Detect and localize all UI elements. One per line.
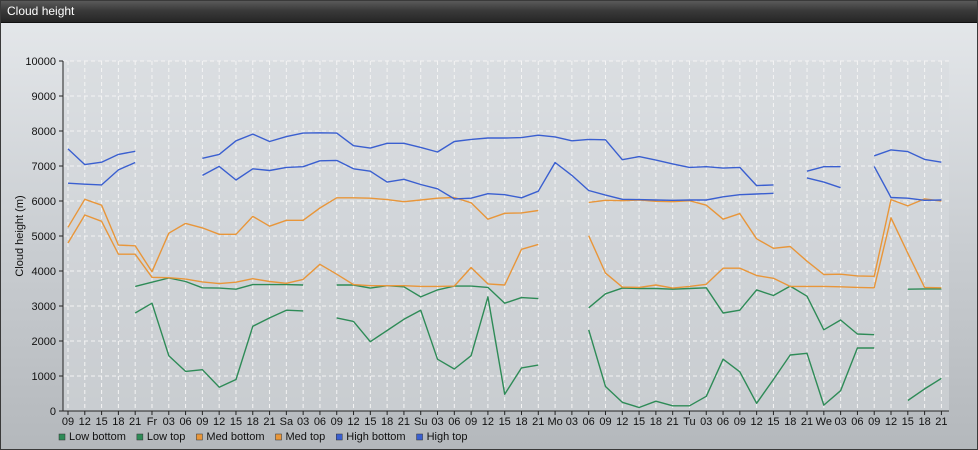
x-tick-label: 15 (767, 416, 779, 428)
y-tick-label: 8000 (32, 126, 56, 138)
series-line-3 (588, 217, 942, 289)
x-tick-label: 06 (179, 416, 191, 428)
x-tick-label: 03 (431, 416, 443, 428)
x-tick-label: 15 (95, 416, 107, 428)
x-tick-label: 03 (566, 416, 578, 428)
series-line-1 (588, 329, 875, 409)
y-tick-label: 10000 (25, 56, 56, 68)
series-line-6 (873, 149, 942, 163)
y-tick-label: 7000 (32, 161, 56, 173)
series-line-2 (588, 285, 875, 336)
x-tick-label: 03 (163, 416, 175, 428)
x-tick-label: 15 (902, 416, 914, 428)
legend-swatch (275, 433, 282, 441)
x-tick-label: 09 (331, 416, 343, 428)
x-tick-label: 12 (751, 416, 763, 428)
x-tick-label: 06 (448, 416, 460, 428)
legend-label: Med bottom (206, 431, 264, 443)
window-title: Cloud height (7, 4, 75, 18)
x-tick-label: 12 (482, 416, 494, 428)
x-tick-label: 21 (398, 416, 410, 428)
y-tick-label: 9000 (32, 91, 56, 103)
x-tick-label: 03 (700, 416, 712, 428)
legend-swatch (136, 433, 144, 441)
series-line-1 (336, 296, 539, 395)
x-tick-label: 18 (650, 416, 662, 428)
series-line-6 (67, 148, 136, 166)
x-tick-label: 18 (918, 416, 930, 428)
series-line-6 (202, 132, 774, 187)
x-tick-label: 18 (112, 416, 124, 428)
series-line-5 (67, 161, 136, 186)
x-tick-label: 06 (851, 416, 863, 428)
x-tick-label: 15 (364, 416, 376, 428)
cloud-height-chart: 0 1000 2000 3000 4000 5000 6000 7000 8000 9000 100… (14, 56, 949, 443)
series-line-5 (873, 166, 942, 202)
x-tick-label: 09 (196, 416, 208, 428)
series-line-2 (336, 284, 539, 304)
x-tick-label: Sa (280, 416, 294, 428)
x-tick-label: 18 (784, 416, 796, 428)
legend-swatch (416, 433, 423, 441)
x-tick-label: 21 (129, 416, 141, 428)
title-bar: Cloud height (1, 1, 977, 23)
x-tick-label: 06 (314, 416, 326, 428)
series-line-4 (588, 198, 942, 278)
x-tick-label: Tu (683, 416, 695, 428)
x-tick-label: 21 (935, 416, 947, 428)
x-tick-label: 18 (381, 416, 393, 428)
x-tick-label: 21 (532, 416, 544, 428)
series-line-1 (134, 302, 304, 388)
y-axis-title: Cloud height (m) (14, 195, 26, 276)
x-tick-label: 12 (213, 416, 225, 428)
legend-label: High top (427, 431, 468, 443)
legend-label: Low bottom (69, 431, 126, 443)
y-tick-label: 6000 (32, 196, 56, 208)
series-line-5 (202, 159, 774, 202)
x-tick-label: 12 (616, 416, 628, 428)
y-tick-label: 0 (50, 406, 56, 418)
x-tick-label: 21 (667, 416, 679, 428)
y-tick-label: 3000 (32, 301, 56, 313)
y-tick-label: 2000 (32, 336, 56, 348)
x-tick-label: 15 (499, 416, 511, 428)
series-line-2 (135, 277, 304, 290)
y-tick-label: 5000 (32, 231, 56, 243)
legend-label: High bottom (346, 431, 405, 443)
x-tick-label: We (816, 416, 832, 428)
x-tick-label: 09 (868, 416, 880, 428)
x-tick-label: 06 (717, 416, 729, 428)
x-tick-label: 06 (583, 416, 595, 428)
x-tick-label: 12 (885, 416, 897, 428)
series-line-5 (806, 177, 841, 189)
x-tick-label: 18 (247, 416, 259, 428)
legend-swatch (58, 433, 66, 441)
x-tick-label: 03 (297, 416, 309, 428)
x-tick-label: 09 (62, 416, 74, 428)
x-tick-label: Fr (147, 416, 158, 428)
x-tick-label: Mo (547, 416, 562, 428)
series-line-6 (806, 165, 841, 172)
y-tick-label: 1000 (32, 371, 56, 383)
x-tick-label: 18 (515, 416, 527, 428)
x-tick-label: 09 (465, 416, 477, 428)
legend-swatch (336, 433, 343, 441)
x-tick-label: 21 (263, 416, 275, 428)
x-tick-label: 09 (734, 416, 746, 428)
x-tick-label: 12 (347, 416, 359, 428)
legend-label: Low top (147, 431, 186, 443)
x-tick-label: 12 (79, 416, 91, 428)
x-tick-label: 21 (801, 416, 813, 428)
x-tick-label: Su (414, 416, 427, 428)
series-line-1 (907, 377, 942, 402)
legend-swatch (196, 433, 203, 441)
series-line-3 (67, 214, 539, 288)
y-tick-label: 4000 (32, 266, 56, 278)
x-tick-label: 09 (599, 416, 611, 428)
x-tick-label: 15 (230, 416, 242, 428)
x-tick-label: 15 (633, 416, 645, 428)
legend-label: Med top (286, 431, 326, 443)
x-tick-label: 03 (835, 416, 847, 428)
